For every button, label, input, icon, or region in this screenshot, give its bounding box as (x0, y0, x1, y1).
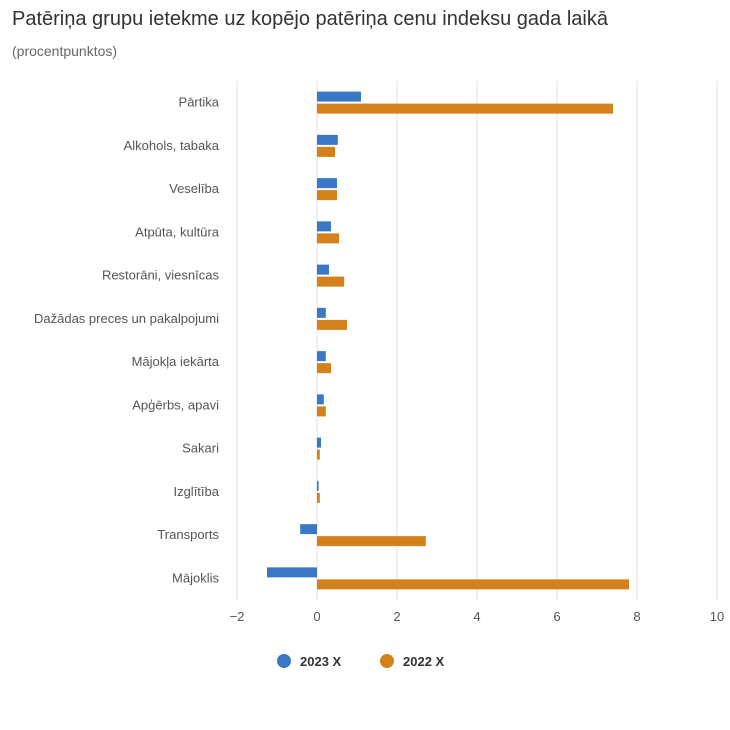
category-label: Pārtika (179, 95, 220, 110)
category-label: Dažādas preces un pakalpojumi (34, 311, 219, 326)
legend[interactable]: 2023 X 2022 X (277, 654, 445, 669)
category-label: Restorāni, viesnīcas (102, 268, 220, 283)
bar-series2[interactable] (317, 103, 613, 114)
x-tick-label: 4 (473, 609, 480, 624)
chart-title: Patēriņa grupu ietekme uz kopējo patēriņ… (12, 8, 608, 30)
category-label: Sakari (182, 441, 219, 456)
bar-series2[interactable] (317, 406, 326, 417)
legend-marker (277, 654, 291, 668)
bar-series2[interactable] (317, 579, 629, 590)
category-label: Mājoklis (172, 570, 219, 585)
bar-series1[interactable] (300, 524, 317, 535)
bar-series1[interactable] (317, 480, 319, 491)
bar-series1[interactable] (317, 178, 337, 189)
legend-marker (380, 654, 394, 668)
category-label: Transports (157, 527, 219, 542)
bar-series2[interactable] (317, 146, 335, 157)
bar-series2[interactable] (317, 536, 426, 547)
bar-series1[interactable] (317, 221, 331, 232)
category-label: Izglītība (173, 484, 219, 499)
bar-series1[interactable] (317, 134, 338, 145)
bar-series2[interactable] (317, 190, 337, 201)
bar-series1[interactable] (317, 351, 326, 362)
category-label: Alkohols, tabaka (124, 138, 220, 153)
bar-series1[interactable] (317, 307, 326, 318)
category-label: Apģērbs, apavi (132, 397, 219, 412)
bar-series1[interactable] (317, 264, 329, 275)
bar-series1[interactable] (317, 91, 361, 102)
x-tick-label: 8 (633, 609, 640, 624)
x-tick-label: 0 (313, 609, 320, 624)
category-labels: Pārtika Alkohols, tabaka Veselība Atpūta, k… (34, 95, 220, 586)
bar-series1[interactable] (267, 567, 317, 578)
x-tick-label: 6 (553, 609, 560, 624)
category-label: Atpūta, kultūra (135, 224, 220, 239)
bar-series2[interactable] (317, 276, 345, 287)
legend-label: 2023 X (300, 654, 342, 669)
x-tick-label: 2 (393, 609, 400, 624)
grid-layer (236, 81, 718, 600)
bar-series1[interactable] (317, 394, 324, 405)
legend-item[interactable]: 2023 X (277, 654, 342, 669)
chart-subtitle: (procentpunktos) (12, 43, 118, 59)
bar-series2[interactable] (317, 492, 320, 503)
x-tick-label: 10 (710, 609, 724, 624)
category-label: Mājokļa iekārta (132, 354, 220, 369)
x-tick-label: −2 (230, 609, 245, 624)
category-label: Veselība (169, 181, 220, 196)
bar-series2[interactable] (317, 449, 320, 460)
legend-label: 2022 X (403, 654, 445, 669)
legend-item[interactable]: 2022 X (380, 654, 445, 669)
x-tick-labels: −2 0 2 4 6 8 10 (230, 609, 725, 624)
bar-series1[interactable] (317, 437, 321, 448)
bar-layer (267, 91, 629, 590)
bar-series2[interactable] (317, 233, 339, 244)
bar-series2[interactable] (317, 363, 331, 374)
bar-series2[interactable] (317, 319, 347, 330)
